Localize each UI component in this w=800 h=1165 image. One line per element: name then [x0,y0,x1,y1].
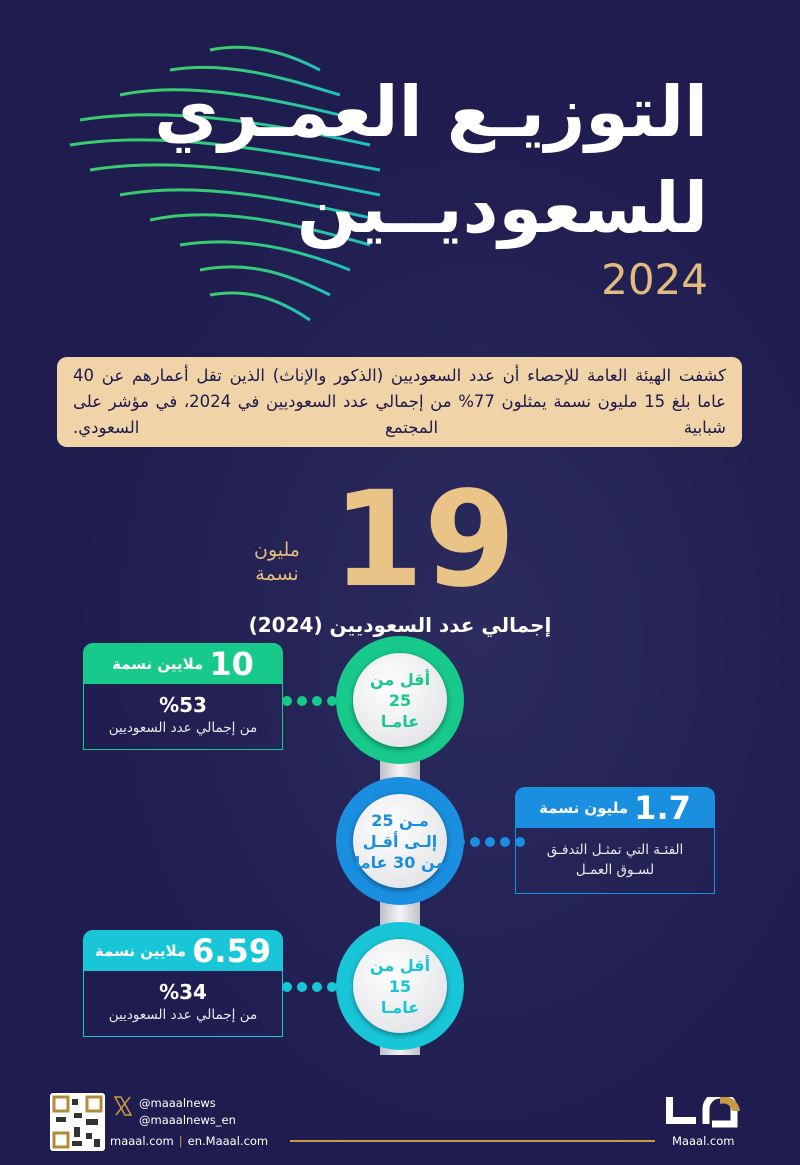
footer-site-links: maaal.com | en.Maaal.com [110,1134,268,1148]
title-line2: للسعوديــين [296,167,708,249]
x-logo-icon [114,1096,132,1116]
x-handle-en[interactable]: @maaalnews_en [139,1113,236,1127]
stat-desc: من إجمالي عدد السعوديين [108,1007,258,1023]
stat-unit: ملايين نسمة [112,655,204,673]
intro-paragraph: كشفت الهيئة العامة للإحصاء أن عدد السعود… [57,357,742,447]
age-line2: 25 [388,690,412,710]
footer-separator: | [178,1134,183,1148]
age-circle-25-to-30: مـن 25 إلـى أقـل من 30 عاما [336,777,464,905]
stat-value: 1.7 [634,789,691,827]
age-line1: أقل من [369,669,431,689]
stat-desc-line1: الفئـة التي تمثـل التدفـق [546,842,684,858]
connector-dots [455,837,525,847]
title-year: 2024 [601,255,708,304]
total-value: 19 [332,463,516,617]
age-line3: عامـا [380,997,420,1017]
logo-text: Maaal.com [672,1134,735,1148]
total-label: إجمالي عدد السعوديين (2024) [248,613,552,637]
footer-divider [290,1140,655,1142]
site-link-en[interactable]: en.Maaal.com [187,1134,269,1148]
stat-value: 10 [209,645,254,683]
total-unit: مليون نسمة [232,538,322,586]
stat-desc-line2: لسـوق العمـل [575,862,655,878]
age-line3: عامـا [380,711,420,731]
stat-unit: ملايين نسمة [94,942,187,960]
qr-code[interactable] [50,1093,105,1151]
stat-unit: مليون نسمة [539,799,629,817]
stat-percent: %34 [159,980,207,1004]
x-handle-ar[interactable]: @maaalnews [139,1096,216,1110]
saudi-map-lines-graphic [69,45,381,322]
age-line3: من 30 عاما [354,852,446,872]
age-circle-under-25: أقل من 25 عامـا [336,636,464,764]
maaal-logo[interactable] [660,1097,752,1129]
total-unit-line2: نسمة [255,563,299,585]
site-link-ar[interactable]: maaal.com [110,1134,174,1148]
connector-dots [282,982,352,992]
stat-card-under-25: 10 ملايين نسمة %53 من إجمالي عدد السعودي… [83,643,283,750]
total-unit-line1: مليون [254,539,300,561]
stat-card-under-15: 6.59 ملايين نسمة %34 من إجمالي عدد السعو… [83,930,283,1037]
stat-percent: %53 [159,693,207,717]
stat-value: 6.59 [192,932,272,970]
age-circle-under-15: أقل من 15 عامـا [336,922,464,1050]
age-line2: إلـى أقـل [362,831,438,851]
age-line1: أقل من [369,955,431,975]
stat-desc: من إجمالي عدد السعوديين [108,720,258,736]
connector-dots [282,696,352,706]
age-line1: مـن 25 [371,810,429,830]
title-line1: التوزيـع العمـري [154,71,708,153]
stat-card-25-to-30: 1.7 مليون نسمة الفئـة التي تمثـل التدفـق… [515,787,715,894]
age-line2: 15 [388,976,412,996]
